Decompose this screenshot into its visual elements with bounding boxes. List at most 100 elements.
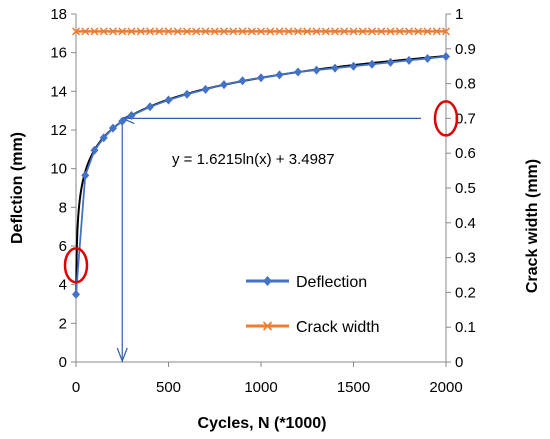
crack-width-point [81,27,90,36]
crack-width-point [136,27,145,36]
trendline-equation: y = 1.6215ln(x) + 3.4987 [172,151,335,168]
crack-width-point [414,27,423,36]
y-tick-label: 14 [50,83,67,100]
highlight-circles [63,100,459,284]
crack-width-point [330,27,340,36]
deflection-point [312,65,321,75]
y2-tick-label: 0.5 [455,180,476,197]
crack-width-point [358,27,367,36]
x-tick-label: 500 [156,379,181,396]
legend: Deflection Crack width [246,274,380,336]
legend-marker-deflection [263,276,272,286]
series-line-deflection [75,55,447,295]
crack-width-point [210,27,219,36]
deflection-point [201,84,210,94]
x-axis-title: Cycles, N (*1000) [198,415,327,432]
deflection-point [238,76,247,86]
deflection-point [331,63,339,73]
crack-width-point [377,27,386,36]
data-series [71,27,451,299]
deflection-point [118,116,127,126]
highlight-circle [63,247,89,284]
deflection-point [72,289,80,299]
y2-tick-label: 0.7 [455,110,476,127]
crack-width-point [155,27,164,36]
trendline [75,55,447,295]
y2-tick-label: 1 [455,6,463,23]
deflection-point [423,53,432,63]
crack-width-point [423,27,432,36]
y-tick-label: 12 [50,122,67,139]
y-tick-label: 2 [59,315,67,332]
y-tick-label: 4 [59,277,67,294]
crack-width-point [349,27,358,36]
y2-tick-label: 0.4 [455,215,476,232]
y-tick-label: 8 [59,199,67,216]
y-tick-label: 10 [50,161,67,178]
crack-width-point [192,27,201,36]
legend-label-crack-width: Crack width [296,319,380,336]
crack-width-point [275,27,284,36]
crack-width-point [90,27,99,36]
deflection-point [386,57,395,67]
legend-marker-crack-width [262,321,273,331]
deflection-point [405,55,413,65]
crack-width-point [145,27,155,36]
deflection-point [294,67,302,77]
crack-width-point [201,27,210,36]
y2-tick-label: 0.9 [455,41,476,58]
tick-labels: 02468101214161800.10.20.30.40.50.60.70.8… [50,6,476,396]
crack-width-point [247,27,256,36]
deflection-point [275,70,284,80]
y2-tick-label: 0.2 [455,284,476,301]
y2-tick-label: 0.1 [455,319,476,336]
y-tick-label: 0 [59,354,67,371]
crack-width-point [229,27,238,36]
crack-width-point [256,27,266,36]
crack-width-point [284,27,293,36]
trendline-curve [75,55,447,295]
crack-width-point [340,27,349,36]
y-tick-label: 16 [50,45,67,62]
highlight-circle [433,100,459,137]
y2-tick-label: 0.8 [455,76,476,93]
crack-width-point [432,27,441,36]
crack-width-point [395,27,404,36]
legend-label-deflection: Deflection [296,274,367,291]
crack-width-point [173,27,182,36]
deflection-point [127,111,136,120]
crack-width-point [99,27,108,36]
crack-width-point [71,27,81,36]
y2-axis-title: Crack width (mm) [524,159,541,293]
y-tick-label: 18 [50,6,67,23]
x-tick-label: 0 [72,379,80,396]
x-tick-label: 2000 [429,379,462,396]
y2-tick-label: 0 [455,354,463,371]
crack-width-point [293,27,303,36]
x-tick-label: 1500 [337,379,370,396]
crack-width-point [127,27,136,36]
crack-width-point [108,27,118,36]
deflection-point [99,133,108,143]
guide-arrow-down [116,347,128,363]
crack-width-point [118,27,127,36]
crack-width-point [238,27,247,36]
deflection-point [257,73,265,83]
deflection-point [368,59,376,69]
y-tick-label: 6 [59,238,67,255]
crack-width-point [321,27,330,36]
deflection-point [146,102,154,112]
y-axis-title: Deflction (mm) [9,132,26,244]
deflection-point [183,89,191,99]
crack-width-point [219,27,229,36]
crack-width-point [312,27,321,36]
crack-width-point [266,27,275,36]
deflection-point [109,123,117,133]
y2-tick-label: 0.3 [455,250,476,267]
y2-tick-label: 0.6 [455,145,476,162]
crack-width-point [367,27,377,36]
crack-width-point [386,27,395,36]
deflection-point [90,145,99,155]
deflection-point [81,170,90,180]
